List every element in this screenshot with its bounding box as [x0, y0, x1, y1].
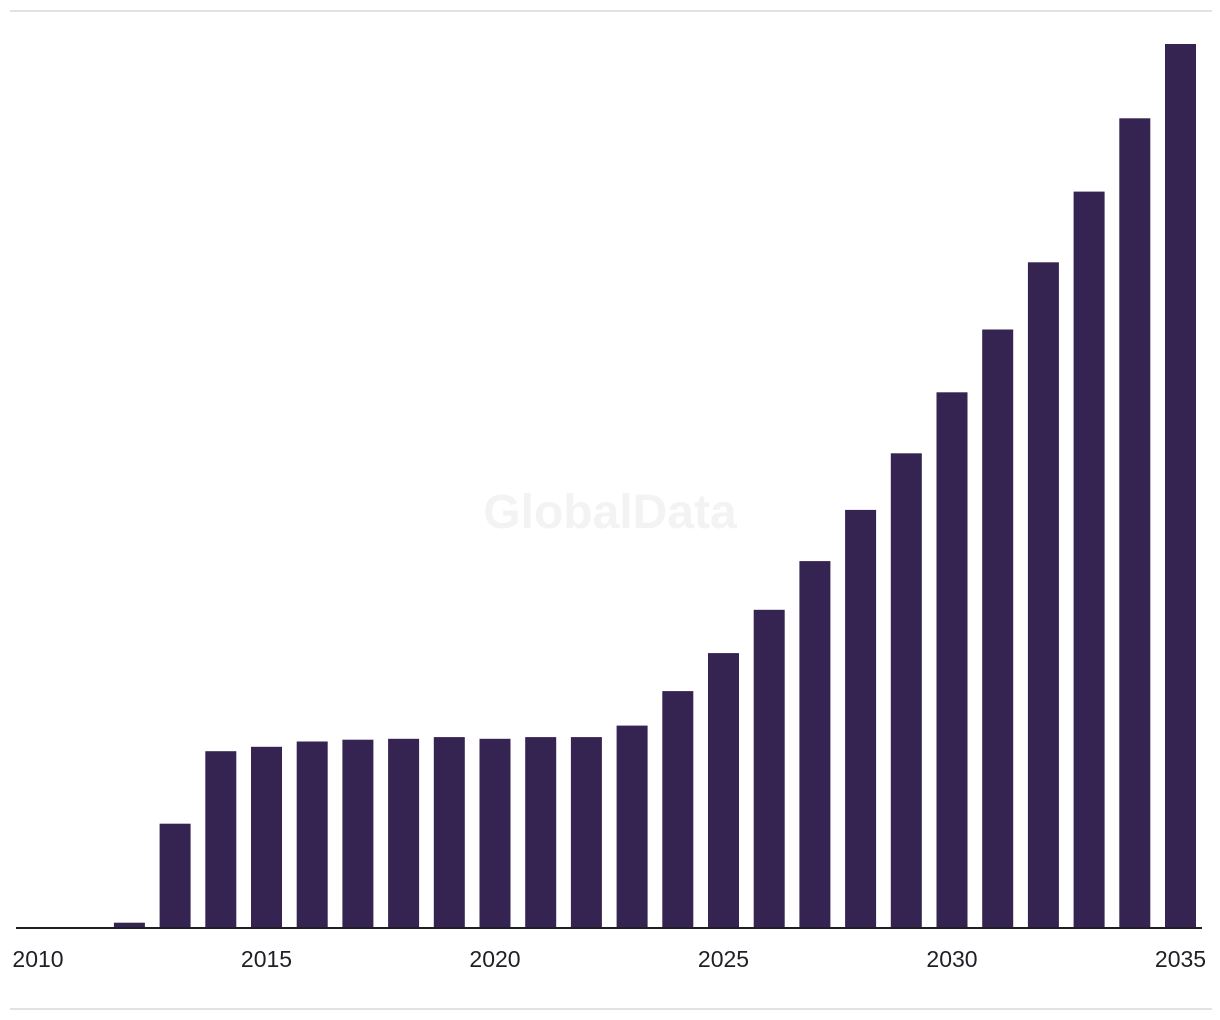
x-tick-label-2010: 2010: [12, 946, 63, 972]
bar-2030: [936, 392, 968, 928]
bar-2017: [342, 739, 374, 928]
bar-2028: [845, 509, 877, 928]
bar-2032: [1027, 262, 1059, 928]
bottom-rule: [10, 1008, 1212, 1010]
top-rule: [10, 10, 1212, 12]
bar-2027: [799, 561, 831, 928]
bar-2019: [433, 737, 465, 928]
bar-2026: [753, 609, 785, 928]
bar-2021: [525, 737, 557, 928]
bar-2014: [205, 751, 237, 928]
bar-2016: [296, 741, 328, 928]
bar-2023: [616, 725, 648, 928]
bar-2012: [113, 922, 145, 928]
bar-2033: [1073, 191, 1105, 929]
bar-2031: [982, 329, 1014, 928]
x-tick-label-2020: 2020: [469, 946, 520, 972]
bar-2034: [1119, 118, 1151, 929]
x-tick-label-2035: 2035: [1155, 946, 1206, 972]
x-tick-label-2030: 2030: [926, 946, 977, 972]
watermark-text: GlobalData: [483, 486, 737, 539]
x-tick-label-2015: 2015: [241, 946, 292, 972]
x-tick-labels: 2010 2015 2020 2025 2030 2035: [12, 946, 1206, 972]
bar-2029: [890, 453, 922, 928]
bars-group: [113, 44, 1196, 929]
bar-2018: [388, 738, 420, 928]
bar-2022: [570, 737, 602, 928]
bar-2015: [251, 746, 282, 928]
bar-2035: [1165, 44, 1196, 928]
bar-2020: [479, 738, 511, 928]
bar-2025: [708, 653, 739, 928]
bar-2013: [159, 823, 191, 928]
x-tick-label-2025: 2025: [698, 946, 749, 972]
bar-2024: [662, 691, 694, 928]
